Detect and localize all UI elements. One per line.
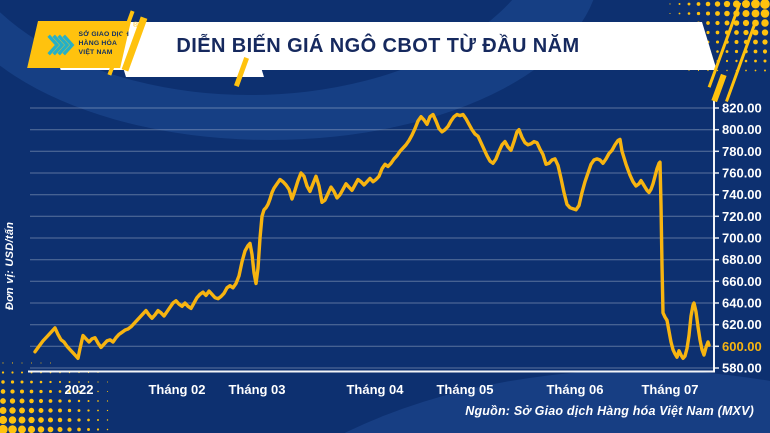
source-attribution: Nguồn: Sở Giao dịch Hàng hóa Việt Nam (M…	[465, 404, 754, 418]
y-axis-unit-label: Đơn vị: USD/tấn	[4, 221, 16, 310]
mxv-logo: SỞ GIAO DỊCH HÀNG HÓA VIỆT NAM	[27, 21, 132, 68]
mxv-logo-icon	[47, 34, 75, 55]
halftone-bottom-left	[0, 362, 109, 433]
page-title: DIỄN BIẾN GIÁ NGÔ CBOT TỪ ĐẦU NĂM	[176, 34, 580, 57]
swoosh-bottom-right	[344, 370, 770, 433]
title-banner: DIỄN BIẾN GIÁ NGÔ CBOT TỪ ĐẦU NĂM	[46, 22, 717, 70]
trademark-symbol: ®	[133, 22, 139, 29]
